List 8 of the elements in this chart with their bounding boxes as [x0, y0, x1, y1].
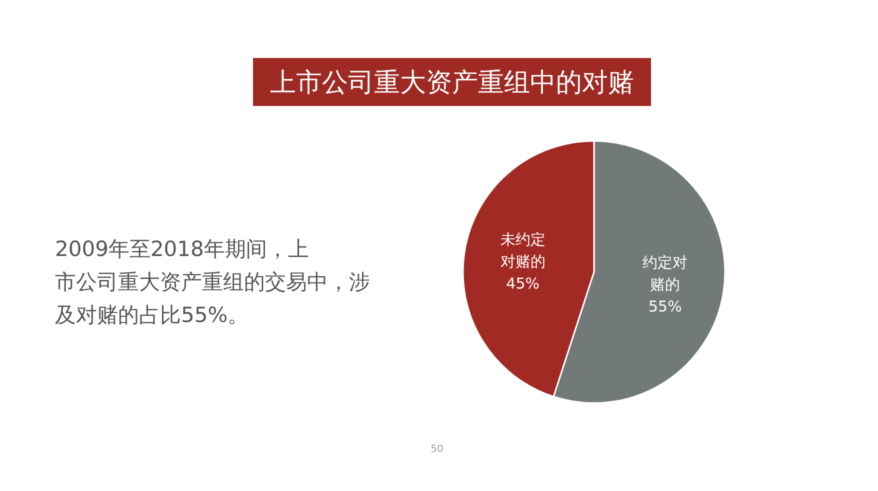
- text: 50: [430, 444, 444, 455]
- chart-title: 上市公司重大资产重组中的对赌: [270, 68, 634, 98]
- title: 上市公司重大资产重组中的对赌: [253, 58, 651, 106]
- data-label: 45%: [506, 274, 540, 293]
- slice-label: 未约定对赌的: [500, 230, 546, 271]
- text: 2009年至2018年期间，上市公司重大资产重组的交易中，涉及对赌的占比55%。: [55, 237, 370, 327]
- slice-label: 约定对赌的: [642, 253, 688, 294]
- data-label: 55%: [648, 297, 682, 316]
